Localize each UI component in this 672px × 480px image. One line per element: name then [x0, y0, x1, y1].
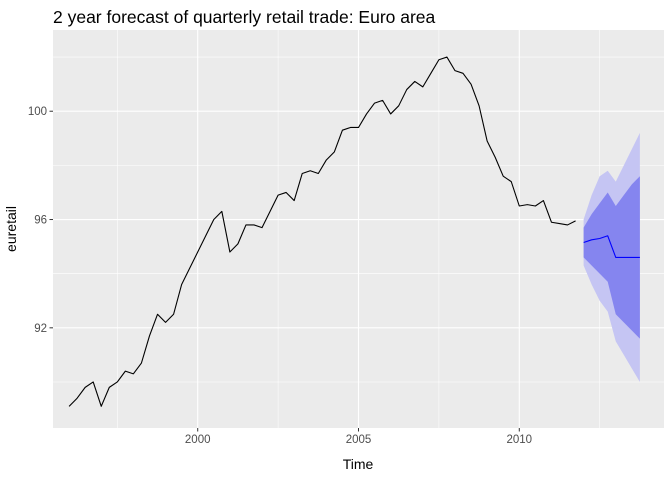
interval-80-layer [583, 176, 640, 339]
forecast-interval-80 [583, 176, 640, 339]
historical-series-line [68, 56, 576, 407]
grid-lines [53, 30, 664, 428]
y-tick-label: 92 [34, 323, 47, 335]
y-axis-title: euretail [3, 206, 19, 252]
series-lines [68, 56, 640, 407]
forecast-mean-line [583, 235, 640, 258]
y-tick-label: 100 [28, 106, 47, 118]
x-tick-label: 2010 [506, 434, 532, 446]
x-tick-label: 2000 [185, 434, 211, 446]
y-tick-label: 96 [34, 215, 47, 227]
chart-title: 2 year forecast of quarterly retail trad… [53, 7, 436, 27]
axis-ticks: 2000 2005 2010 92 96 100 [28, 106, 532, 446]
x-axis-title: Time [343, 456, 374, 472]
x-tick-label: 2005 [346, 434, 372, 446]
